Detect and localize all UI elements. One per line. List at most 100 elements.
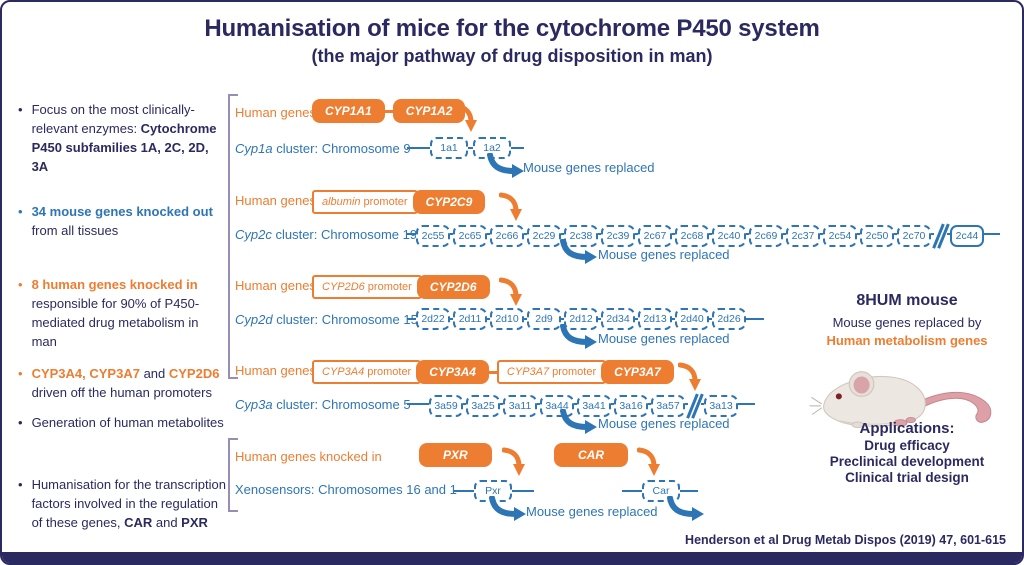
cluster-label-rest: cluster: Chromosome 9 [272,141,411,156]
knockin-arrow-icon [502,447,525,476]
text-segment: Generation of human metabolites [31,415,224,430]
human-gene-box: CYP3A7 [601,360,674,384]
gene-connector [488,370,497,374]
mouse-gene-box: 2d22 [416,308,450,330]
bottom-bar [2,552,1022,563]
mouse-gene-box: 2c66 [490,225,524,247]
mouse-gene-box: 2c69 [749,225,783,247]
human-genes-label: Human genes [235,193,316,208]
replaced-label: Mouse genes replaced [598,331,730,346]
bullet-text: Humanisation for the transcription facto… [32,475,226,532]
mouse-gene-box: 2c65 [453,225,487,247]
text-segment: responsible for 90% of P450-mediated dru… [31,296,200,349]
applications-title: Applications: [859,420,955,437]
mouse-gene-box: 2c54 [823,225,857,247]
bullet-item: • CYP3A4, CYP3A7 and CYP2D6 driven off t… [18,364,226,402]
bullet-item: • Focus on the most clinically-relevant … [18,100,226,176]
construct-group: albumin promoter CYP2C9 [312,190,486,214]
mouse-gene-box: 3a16 [614,395,648,417]
cluster-label-rest: cluster: Chromosome 15 [272,312,418,327]
promoter-label-rest: promoter [552,366,597,378]
mouse-gene-box: 2d34 [601,308,635,330]
text-segment: Cytochrome P450 subfamilies 1A, 2C, 2D, … [31,121,217,174]
bullet-dot: • [18,366,23,381]
text-segment: 8 human genes knocked in [31,277,198,292]
replaced-arrow-icon [560,409,597,434]
cluster-label: Cyp3a cluster: Chromosome 5 [235,397,411,412]
bullet-text: Generation of human metabolites [32,413,224,432]
human-gene-box: CYP1A2 [392,99,466,123]
construct-row: CAR [554,443,628,467]
mouse-gene-box: 2c29 [527,225,561,247]
bullet-dot: • [18,102,23,117]
bullet-dot: • [18,477,23,492]
mouse-gene-box: 3a11 [503,395,537,417]
text-segment: CYP2D6 [168,366,220,381]
mouse-gene-box: 1a1 [430,137,468,159]
knockin-arrow-icon [678,362,701,391]
promoter-box: CYP3A7 promoter [496,360,607,384]
mouse-gene-strip: 2c55 2c65 2c66 2c29 2c38 2c39 2c67 2c68 2c40 2c69… [416,223,984,249]
replaced-label: Mouse genes replaced [523,160,655,175]
citation: Henderson et al Drug Metab Dispos (2019)… [685,533,1006,547]
human-genes-label: Human genes [235,105,316,120]
application-item: Preclinical development [829,454,985,469]
human-gene-box: CYP3A4 [416,360,489,384]
section-bracket [228,438,238,512]
mouse-gene-box: 2d10 [490,308,524,330]
construct-row: albumin promoter CYP2C9 [312,190,486,214]
promoter-gene-name: CYP2D6 [322,281,365,293]
promoter-gene-name: CYP3A4 [322,366,365,378]
mouse-gene-box: 2d12 [564,308,598,330]
text-segment: PXR [181,515,208,530]
cluster-label: Xenosensors: Chromosomes 16 and 1 [235,482,457,497]
mouse-gene-box: 2c39 [601,225,635,247]
text-segment: 34 mouse genes knocked out [31,204,213,219]
mouse-gene-box: 2c37 [786,225,820,247]
mouse-illustration [809,371,992,429]
bullet-item: • Generation of human metabolites [18,413,226,432]
mouse-gene-box: 2c44 [950,225,984,247]
replaced-arrow-icon [667,496,704,521]
mouse-gene-box: 2d26 [712,308,746,330]
mouse-gene-box: 3a25 [466,395,500,417]
construct-group: CYP3A7 promoter CYP3A7 [496,360,674,384]
bullet-item: • 8 human genes knocked in responsible f… [18,275,226,351]
human-gene-box: CAR [554,443,628,467]
cluster-label-rest: Xenosensors: Chromosomes 16 and 1 [235,482,457,497]
mouse-gene-box: 2d9 [527,308,561,330]
text-segment: CYP3A4, CYP3A7 [31,366,140,381]
knockin-arrow-icon [499,192,522,221]
application-item: Clinical trial design [845,470,969,485]
mouse-gene-box: 2c40 [712,225,746,247]
mouse-gene-box: 2d13 [638,308,672,330]
human-gene-box: CYP2C9 [412,190,486,214]
promoter-gene-name: albumin [322,196,361,208]
cluster-label-rest: cluster: Chromosome 5 [272,397,411,412]
replaced-label: Mouse genes replaced [598,416,730,431]
replaced-label: Mouse genes replaced [598,247,730,262]
mouse-gene-box: 3a59 [429,395,463,417]
mouse-gene-box: 2c50 [860,225,894,247]
text-segment: from all tissues [31,223,119,238]
cluster-gene-name: Cyp2d [235,312,273,327]
mouse-gene-box: 2d11 [453,308,487,330]
mouse-gene-strip: 2d22 2d11 2d10 2d9 2d12 2d34 2d13 2d40 2d26 [416,308,746,330]
bullet-text: CYP3A4, CYP3A7 and CYP2D6 driven off the… [32,364,226,402]
construct-group: CAR [554,443,628,467]
panel-subtitle-accent: Human metabolism genes [826,333,988,348]
bullet-dot: • [18,204,23,219]
bullet-list: • Focus on the most clinically-relevant … [18,100,226,532]
construct-row: CYP1A1 CYP1A2 [312,99,466,123]
construct-group: CYP1A1 CYP1A2 [312,99,466,123]
bullet-text: 8 human genes knocked in responsible for… [32,275,226,351]
text-segment: and [139,366,169,381]
replaced-arrow-icon [487,153,524,178]
text-segment: and [152,515,182,530]
text-segment: CAR [124,515,153,530]
mouse-gene-box: 3a13 [704,395,738,417]
cluster-label: Cyp2c cluster: Chromosome 19 [235,227,417,242]
mouse-gene-box: 3a57 [651,395,685,417]
section-bracket [228,94,238,379]
